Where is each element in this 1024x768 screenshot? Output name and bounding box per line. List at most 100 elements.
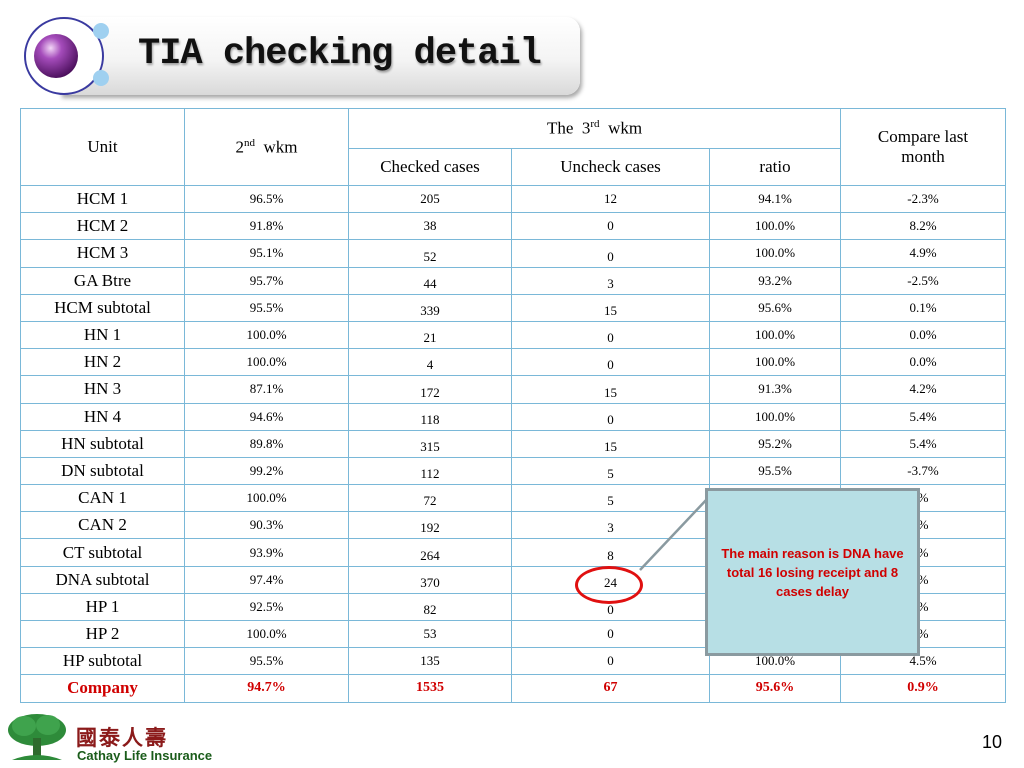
unit-cell: HN 1 xyxy=(20,320,185,350)
current-week-header: The 3rd wkm xyxy=(347,108,842,149)
uncheck-cases-cell: 5 xyxy=(511,484,710,513)
prev-week-cell: 96.5% xyxy=(184,184,349,214)
ratio-cell: 100.0% xyxy=(708,402,842,431)
prev-week-cell: 99.2% xyxy=(184,456,349,486)
unit-cell: HP subtotal xyxy=(20,647,185,676)
checked-cases-cell: 44 xyxy=(348,266,512,295)
ratio-cell: 100.0% xyxy=(708,348,842,377)
ratio-cell: 94.1% xyxy=(708,184,842,214)
prev-week-cell: 87.1% xyxy=(184,375,349,404)
uncheck-cases-cell: 12 xyxy=(511,184,710,214)
prev-week-cell: 89.8% xyxy=(184,429,349,458)
ratio-cell: 93.2% xyxy=(708,266,842,295)
compare-cell: -3.7% xyxy=(840,456,1007,486)
compare-cell: 4.2% xyxy=(840,375,1007,404)
ratio-cell: 100.0% xyxy=(708,212,842,241)
compare-cell: 4.9% xyxy=(840,239,1007,268)
table-row: HCM subtotal 95.5% 339 15 95.6% 0.1% xyxy=(20,293,1007,322)
tia-checking-table: Unit 2nd wkm The 3rd wkm Compare last mo… xyxy=(20,108,1007,703)
compare-cell: -2.5% xyxy=(840,266,1007,295)
uncheck-cases-cell: 5 xyxy=(511,456,710,486)
checked-cases-cell: 38 xyxy=(348,212,512,241)
unit-cell: HCM 1 xyxy=(20,184,185,214)
checked-cases-cell: 135 xyxy=(348,647,512,676)
ratio-cell: 95.2% xyxy=(708,429,842,458)
uncheck-cases-cell: 0 xyxy=(511,619,710,649)
ratio-cell: 100.0% xyxy=(708,320,842,350)
page-title: TIA checking detail xyxy=(138,33,542,75)
prev-week-cell: 97.4% xyxy=(184,565,349,594)
checked-cases-cell: 118 xyxy=(348,402,512,431)
unit-cell: CAN 1 xyxy=(20,484,185,513)
checked-cases-cell: 370 xyxy=(348,565,512,594)
compare-cell: 5.4% xyxy=(840,429,1007,458)
ratio-header: ratio xyxy=(708,148,842,186)
prev-week-cell: 100.0% xyxy=(184,348,349,377)
prev-week-cell: 100.0% xyxy=(184,320,349,350)
compare-cell: 0.1% xyxy=(840,293,1007,322)
checked-cases-cell: 52 xyxy=(348,239,512,268)
uncheck-cases-cell: 15 xyxy=(511,293,710,322)
checked-cases-cell: 72 xyxy=(348,484,512,513)
table-row: HCM 2 91.8% 38 0 100.0% 8.2% xyxy=(20,212,1007,241)
unit-cell: HCM 2 xyxy=(20,212,185,241)
uncheck-cases-cell: 3 xyxy=(511,266,710,295)
callout-text: The main reason is DNA have total 16 los… xyxy=(721,545,904,599)
unit-cell: HN 3 xyxy=(20,375,185,404)
checked-cases-cell: 21 xyxy=(348,320,512,350)
unit-cell: HP 2 xyxy=(20,619,185,649)
table-row: HCM 1 96.5% 205 12 94.1% -2.3% xyxy=(20,184,1007,214)
unit-cell: GA Btre xyxy=(20,266,185,295)
compare-header: Compare last month xyxy=(840,108,1007,186)
prev-week-cell: 95.5% xyxy=(184,647,349,676)
highlight-circle xyxy=(575,566,643,604)
unit-cell: HN subtotal xyxy=(20,429,185,458)
uncheck-cases-cell: 0 xyxy=(511,348,710,377)
unit-cell: HCM subtotal xyxy=(20,293,185,322)
uncheck-cases-cell: 0 xyxy=(511,320,710,350)
checked-cases-header: Checked cases xyxy=(348,148,512,186)
table-row: DN subtotal 99.2% 112 5 95.5% -3.7% xyxy=(20,456,1007,486)
checked-cases-cell: 4 xyxy=(348,348,512,377)
unit-cell: CAN 2 xyxy=(20,511,185,540)
prev-week-header: 2nd wkm xyxy=(184,108,349,186)
checked-cases-cell: 264 xyxy=(348,538,512,567)
prev-week-cell: 91.8% xyxy=(184,212,349,241)
uncheck-cases-cell: 15 xyxy=(511,429,710,458)
page-number: 10 xyxy=(981,732,1002,752)
ratio-cell: 95.5% xyxy=(708,456,842,486)
unit-cell: HN 2 xyxy=(20,348,185,377)
unit-cell: HP 1 xyxy=(20,592,185,622)
checked-cases-cell: 315 xyxy=(348,429,512,458)
compare-cell: -2.3% xyxy=(840,184,1007,214)
ratio-cell: 95.6% xyxy=(708,293,842,322)
callout-pointer-line xyxy=(639,497,709,571)
prev-week-cell: 92.5% xyxy=(184,592,349,622)
compare-cell: 0.0% xyxy=(840,320,1007,350)
uncheck-cases-cell: 15 xyxy=(511,375,710,404)
logo-chinese-name: 國泰人壽 xyxy=(76,725,168,750)
unit-cell: DN subtotal xyxy=(20,456,185,486)
prev-week-cell: 100.0% xyxy=(184,484,349,513)
table-row: HN 3 87.1% 172 15 91.3% 4.2% xyxy=(20,375,1007,404)
uncheck-cases-cell: 0 xyxy=(511,212,710,241)
ratio-cell: 95.6% xyxy=(708,674,842,703)
compare-cell: 5.4% xyxy=(840,402,1007,431)
compare-cell: 8.2% xyxy=(840,212,1007,241)
table-row: HN 4 94.6% 118 0 100.0% 5.4% xyxy=(20,402,1007,431)
unit-cell: Company xyxy=(20,674,185,703)
uncheck-cases-cell: 3 xyxy=(511,511,710,540)
uncheck-cases-cell: 67 xyxy=(511,674,710,703)
unit-header: Unit xyxy=(20,108,185,186)
company-total-row: Company 94.7% 1535 67 95.6% 0.9% xyxy=(20,674,1007,703)
ratio-cell: 100.0% xyxy=(708,239,842,268)
prev-week-cell: 94.7% xyxy=(184,674,349,703)
table-row: HN 1 100.0% 21 0 100.0% 0.0% xyxy=(20,320,1007,350)
cathay-tree-logo-icon xyxy=(8,714,66,760)
checked-cases-cell: 112 xyxy=(348,456,512,486)
ratio-cell: 91.3% xyxy=(708,375,842,404)
compare-cell: 0.0% xyxy=(840,348,1007,377)
checked-cases-cell: 339 xyxy=(348,293,512,322)
checked-cases-cell: 192 xyxy=(348,511,512,540)
uncheck-cases-header: Uncheck cases xyxy=(511,148,710,186)
